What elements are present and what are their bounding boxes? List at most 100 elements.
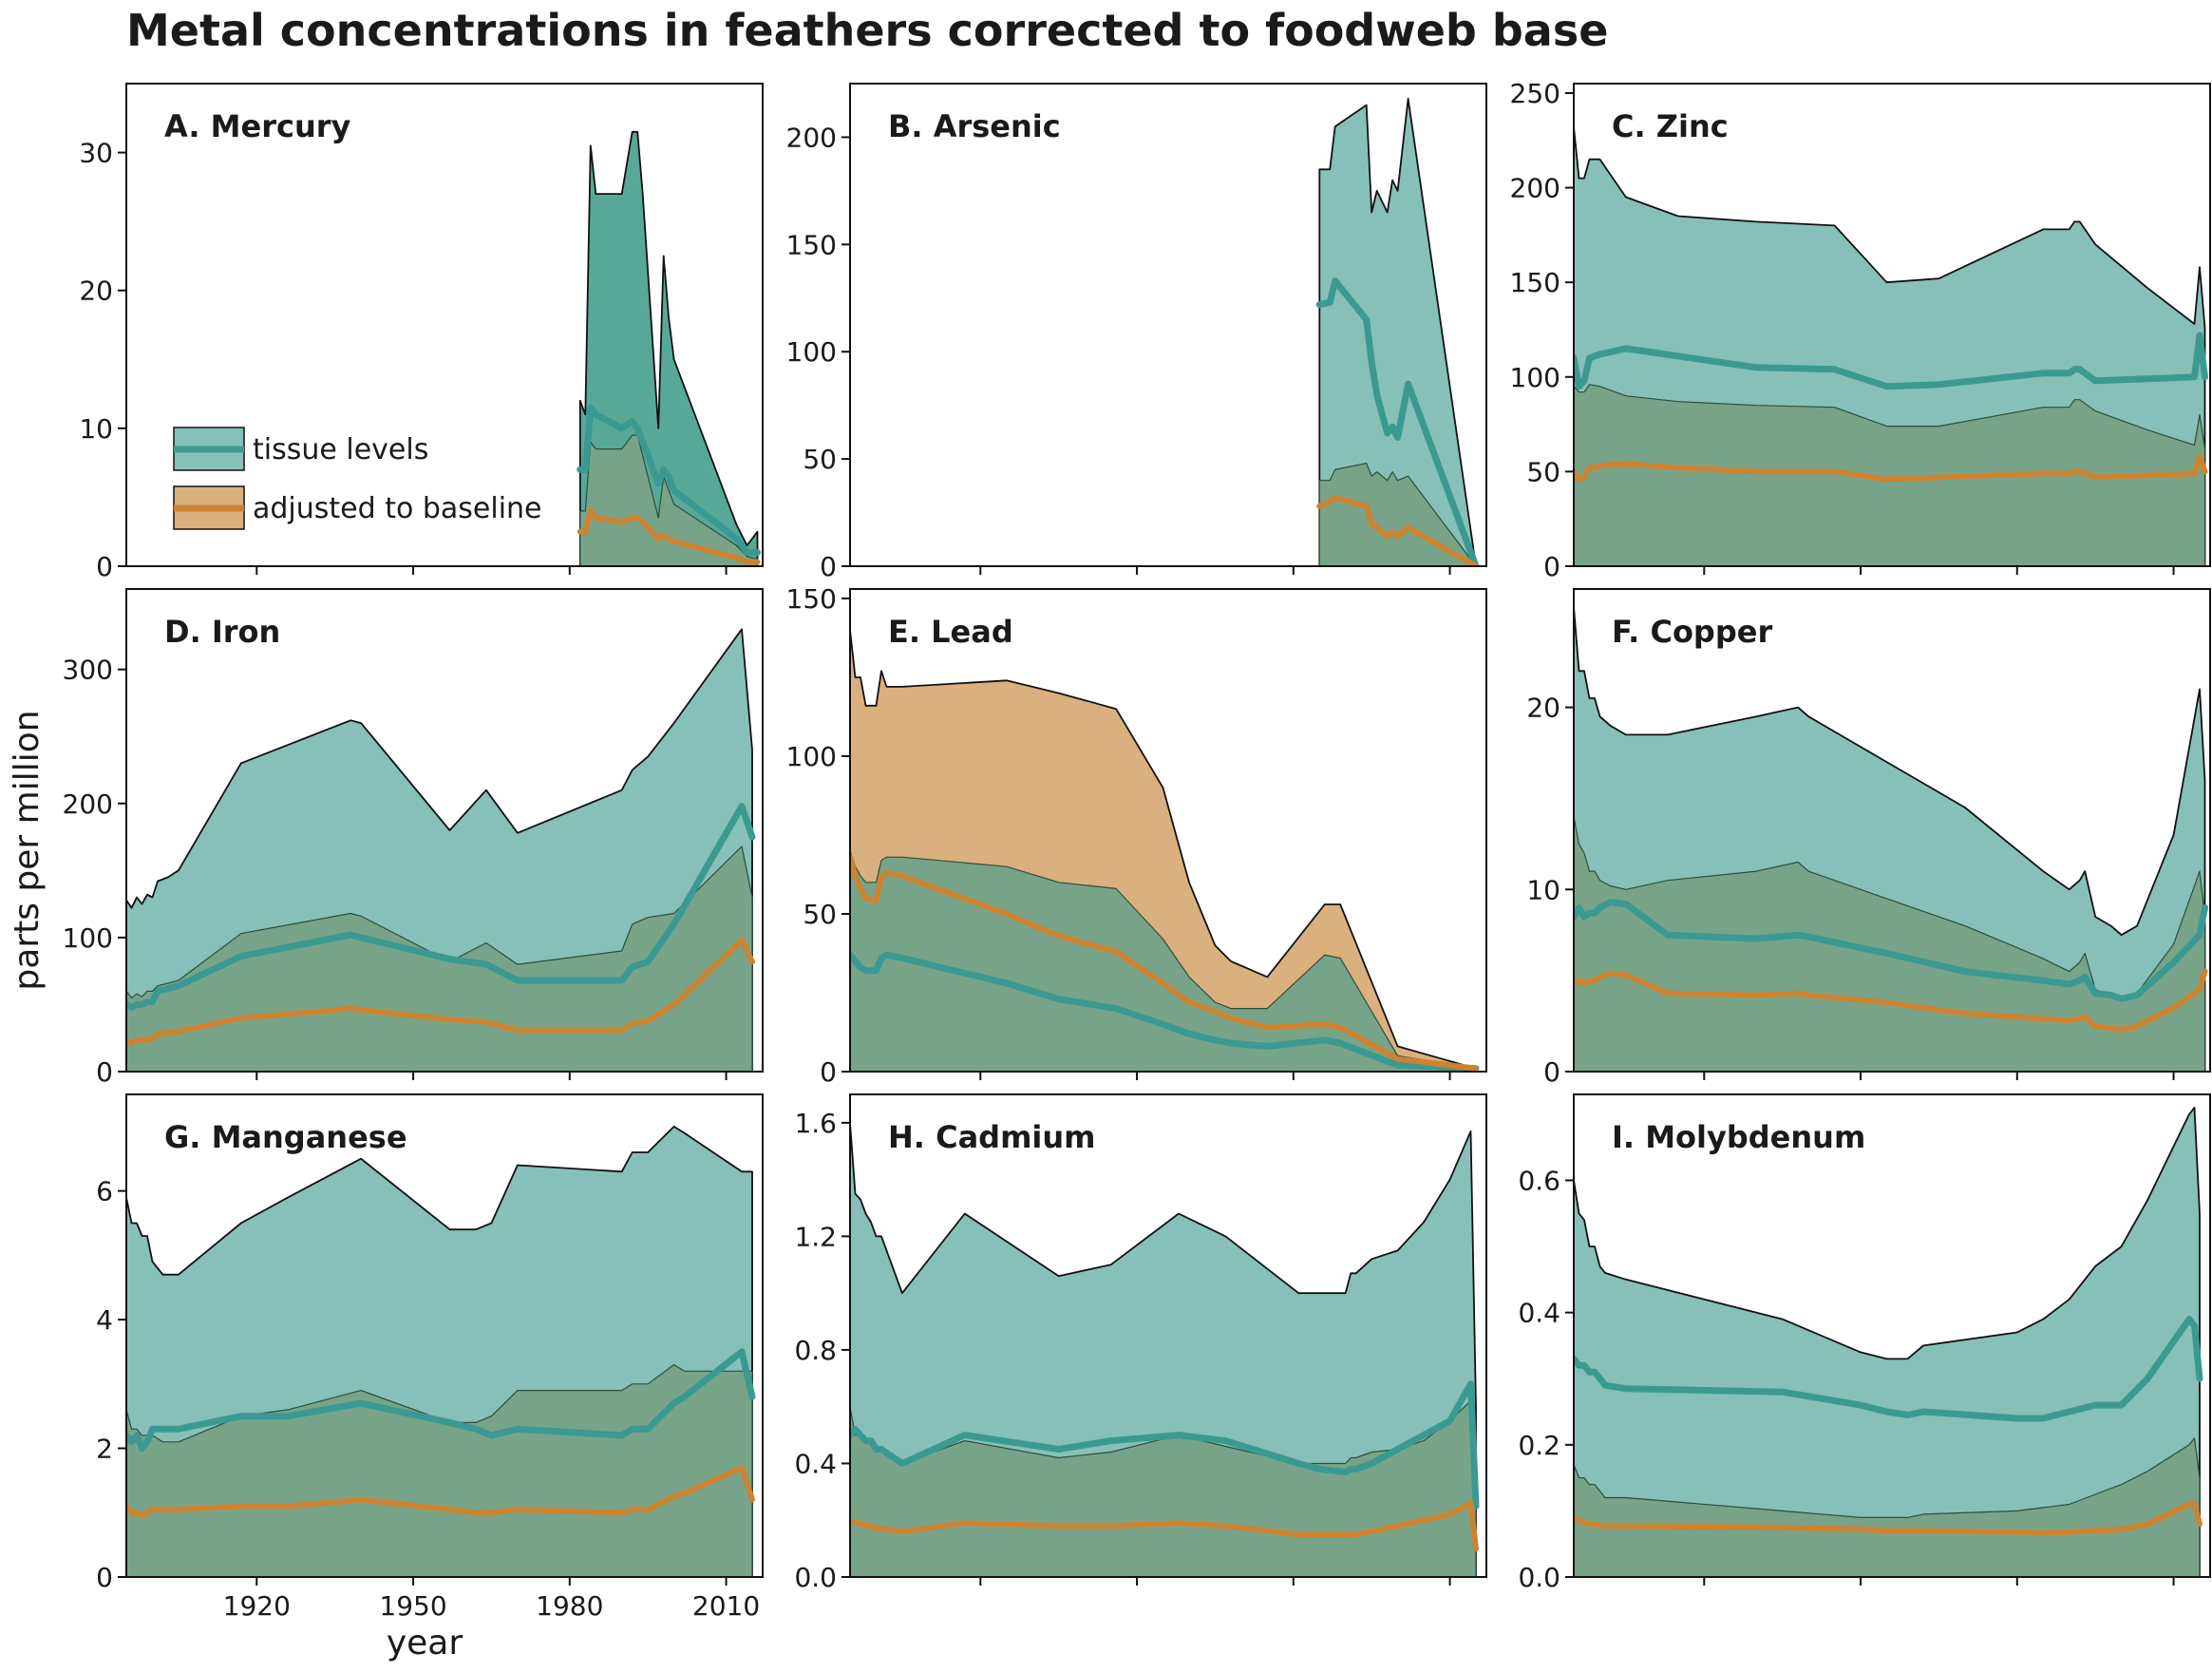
- legend-baseline-label: adjusted to baseline: [253, 492, 542, 525]
- panel-iron: 0 100 200 300 D. Iron: [63, 588, 764, 1088]
- copper-tissue-mean-line: [1574, 899, 2208, 1002]
- cadmium-ytick-label: 1.2: [794, 1221, 837, 1252]
- manganese-ytick-label: 6: [96, 1176, 113, 1207]
- zinc-baseline-mean-line: [1574, 453, 2208, 483]
- arsenic-ytick-label: 0: [820, 551, 837, 582]
- arsenic-baseline-mean-line: [1316, 494, 1479, 566]
- lead-ytick-label: 100: [786, 741, 837, 772]
- panel-arsenic: 0 50 100 150 200 B. Arsenic: [786, 83, 1487, 582]
- arsenic-ytick-label: 100: [786, 336, 837, 368]
- zinc-ytick-label: 100: [1510, 362, 1560, 393]
- zinc-ytick-label: 150: [1510, 267, 1560, 298]
- legend: tissue levels adjusted to baseline: [173, 427, 542, 530]
- cadmium-panel-title: H. Cadmium: [888, 1119, 1096, 1155]
- panel-lead: 0 50 100 150 E. Lead: [786, 583, 1487, 1088]
- lead-tissue-mean-line: [850, 951, 1480, 1072]
- mercury-panel-title: A. Mercury: [164, 108, 351, 144]
- iron-ytick-label: 300: [63, 655, 113, 686]
- mercury-baseline-mean-line: [577, 507, 761, 565]
- arsenic-ytick-label: 200: [786, 122, 837, 153]
- zinc-frame: [1573, 83, 2211, 567]
- cadmium-baseline-mean-line: [850, 1500, 1479, 1552]
- arsenic-ytick-label: 50: [803, 444, 837, 475]
- zinc-ytick-label: 50: [1526, 456, 1560, 487]
- molybdenum-baseline-mean-line: [1574, 1501, 2203, 1536]
- manganese-ytick-label: 4: [96, 1304, 113, 1336]
- manganese-tissue-mean-line: [126, 1348, 756, 1452]
- y-axis-label: parts per million: [8, 710, 47, 990]
- panel-manganese: 0 2 4 6 1920 1950 1980 2010 G. Manganese: [96, 1093, 764, 1622]
- manganese-xtick-label: 1980: [536, 1590, 603, 1622]
- arsenic-frame: [849, 83, 1487, 567]
- cadmium-ytick-label: 0.8: [794, 1335, 837, 1366]
- lead-panel-title: E. Lead: [888, 614, 1013, 650]
- cadmium-ytick-label: 1.6: [794, 1108, 837, 1139]
- cadmium-tissue-mean-line: [850, 1380, 1480, 1510]
- mercury-tissue-mean-line: [577, 404, 761, 556]
- manganese-ytick-label: 2: [96, 1434, 113, 1465]
- chart-title: Metal concentrations in feathers correct…: [126, 5, 1608, 56]
- molybdenum-panel-title: I. Molybdenum: [1612, 1119, 1865, 1155]
- x-axis-label: year: [387, 1624, 463, 1662]
- zinc-panel-title: C. Zinc: [1612, 108, 1729, 144]
- copper-baseline-band: [1574, 816, 2206, 1072]
- copper-ytick-label: 0: [1543, 1056, 1560, 1088]
- panel-molybdenum: 0.0 0.2 0.4 0.6 I. Molybdenum: [1518, 1093, 2211, 1593]
- manganese-xtick-label: 1920: [223, 1590, 291, 1622]
- mercury-baseline-band: [579, 434, 759, 566]
- panel-zinc: 0 50 100 150 200 250 C. Zinc: [1510, 78, 2211, 582]
- lead-ytick-label: 0: [820, 1056, 837, 1088]
- manganese-panel-title: G. Manganese: [164, 1119, 407, 1155]
- zinc-baseline-band: [1574, 384, 2206, 566]
- copper-panel-title: F. Copper: [1612, 614, 1772, 650]
- zinc-ytick-label: 250: [1510, 78, 1560, 109]
- panel-mercury: 0 10 20 30 A. Mercury: [79, 83, 764, 582]
- iron-baseline-mean-line: [126, 937, 755, 1045]
- mercury-ytick-label: 0: [96, 551, 113, 582]
- manganese-xtick-label: 2010: [692, 1590, 760, 1622]
- manganese-frame: [125, 1093, 764, 1578]
- iron-ytick-label: 0: [96, 1056, 113, 1088]
- mercury-ytick-label: 10: [79, 413, 113, 445]
- lead-baseline-mean-line: [850, 854, 1479, 1072]
- zinc-ytick-label: 0: [1543, 551, 1560, 582]
- molybdenum-baseline-band: [1574, 1437, 2201, 1577]
- molybdenum-frame: [1573, 1093, 2211, 1578]
- lead-frame: [849, 588, 1487, 1073]
- iron-ytick-label: 100: [63, 922, 113, 954]
- lead-ytick-label: 150: [786, 583, 837, 615]
- lead-baseline-band: [850, 850, 1477, 1072]
- zinc-tissue-mean-line: [1574, 332, 2208, 390]
- mercury-ytick-label: 20: [79, 276, 113, 307]
- zinc-ytick-label: 200: [1510, 173, 1560, 204]
- molybdenum-tissue-band: [1574, 1107, 2201, 1577]
- cadmium-ytick-label: 0.0: [794, 1562, 837, 1593]
- copper-ytick-label: 20: [1526, 693, 1560, 724]
- manganese-xtick-label: 1950: [379, 1590, 446, 1622]
- cadmium-ytick-label: 0.4: [794, 1448, 837, 1479]
- mercury-ytick-label: 30: [79, 138, 113, 169]
- arsenic-tissue-mean-line: [1315, 277, 1480, 566]
- molybdenum-tissue-mean-line: [1574, 1316, 2203, 1422]
- lead-ytick-label: 50: [803, 899, 837, 930]
- panel-cadmium: 0.0 0.4 0.8 1.2 1.6 H. Cadmium: [794, 1093, 1487, 1593]
- copper-frame: [1573, 588, 2211, 1073]
- panel-copper: 0 10 20 F. Copper: [1526, 588, 2211, 1088]
- molybdenum-ytick-label: 0.2: [1518, 1430, 1560, 1461]
- manganese-baseline-mean-line: [126, 1464, 755, 1519]
- arsenic-ytick-label: 150: [786, 229, 837, 260]
- iron-ytick-label: 200: [63, 788, 113, 820]
- iron-panel-title: D. Iron: [164, 614, 280, 650]
- arsenic-panel-title: B. Arsenic: [888, 108, 1061, 144]
- mercury-frame: [125, 83, 764, 567]
- molybdenum-ytick-label: 0.6: [1518, 1165, 1560, 1196]
- copper-baseline-mean-line: [1574, 968, 2208, 1033]
- iron-tissue-mean-line: [126, 803, 756, 1011]
- copper-ytick-label: 10: [1526, 874, 1560, 905]
- cadmium-frame: [849, 1093, 1487, 1578]
- manganese-ytick-label: 0: [96, 1562, 113, 1593]
- arsenic-baseline-band: [1318, 463, 1477, 566]
- arsenic-tissue-band: [1318, 97, 1477, 566]
